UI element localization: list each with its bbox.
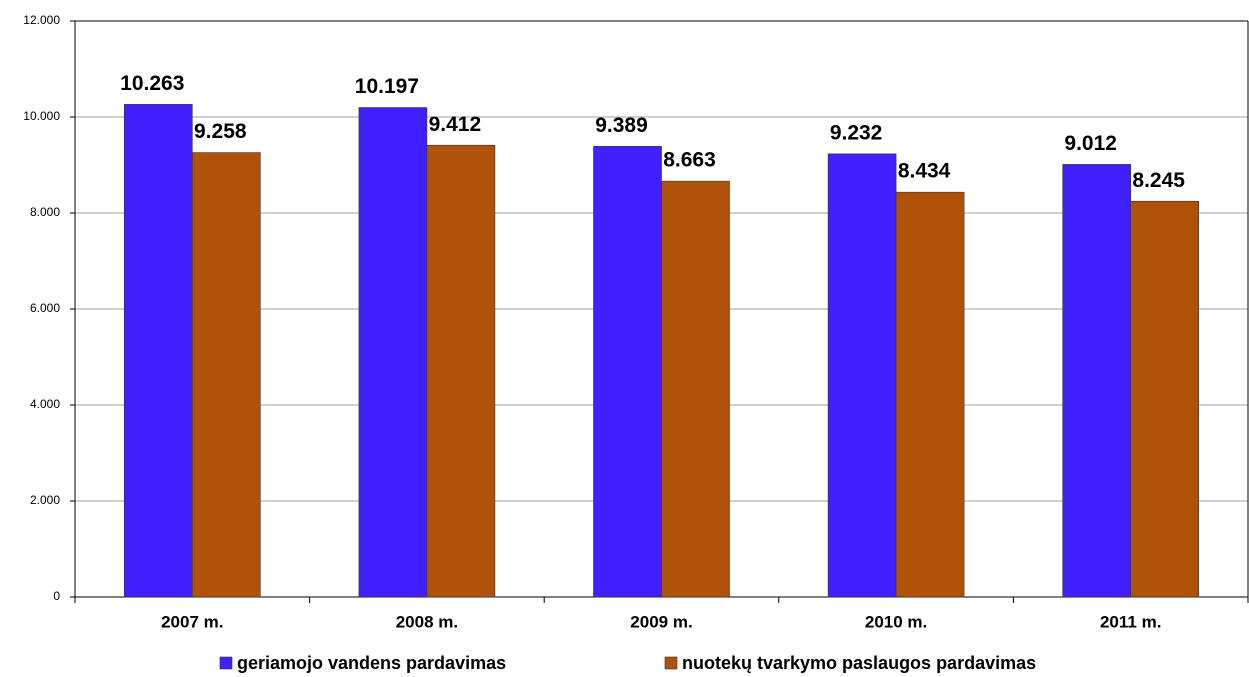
legend-swatch [219, 656, 233, 670]
y-tick-label: 10.000 [23, 109, 60, 123]
y-tick-label: 0 [53, 589, 60, 603]
data-label: 9.412 [429, 113, 482, 136]
data-label: 9.258 [194, 120, 247, 143]
legend-label: geriamojo vandens pardavimas [237, 653, 506, 673]
x-tick-label: 2009 m. [630, 612, 692, 631]
bar [358, 107, 428, 598]
x-tick-label: 2010 m. [865, 612, 927, 631]
x-tick-label: 2007 m. [161, 612, 223, 631]
bar [192, 152, 261, 598]
data-label: 9.232 [830, 121, 883, 144]
x-tick-label: 2008 m. [396, 612, 458, 631]
legend-label: nuotekų tvarkymo paslaugos pardavimas [682, 653, 1036, 673]
data-label: 8.245 [1132, 169, 1185, 192]
data-label: 10.263 [120, 72, 184, 95]
bar [426, 144, 496, 598]
data-label: 9.389 [595, 114, 648, 137]
bar [124, 104, 193, 598]
data-label: 10.197 [355, 75, 419, 98]
bar [593, 146, 662, 598]
y-tick-label: 2.000 [30, 493, 60, 507]
data-label: 8.434 [898, 160, 951, 183]
x-tick-label: 2011 m. [1100, 612, 1161, 631]
bar [827, 153, 897, 598]
bar [661, 180, 730, 598]
legend-swatch [664, 656, 678, 670]
y-tick-label: 12.000 [23, 13, 60, 27]
y-tick-label: 6.000 [30, 301, 60, 315]
bar [1062, 164, 1131, 598]
y-tick-label: 8.000 [30, 205, 60, 219]
data-label: 8.663 [663, 149, 716, 172]
data-label: 9.012 [1064, 132, 1117, 155]
bar [1130, 200, 1199, 598]
y-tick-label: 4.000 [30, 397, 60, 411]
bar [895, 191, 965, 598]
